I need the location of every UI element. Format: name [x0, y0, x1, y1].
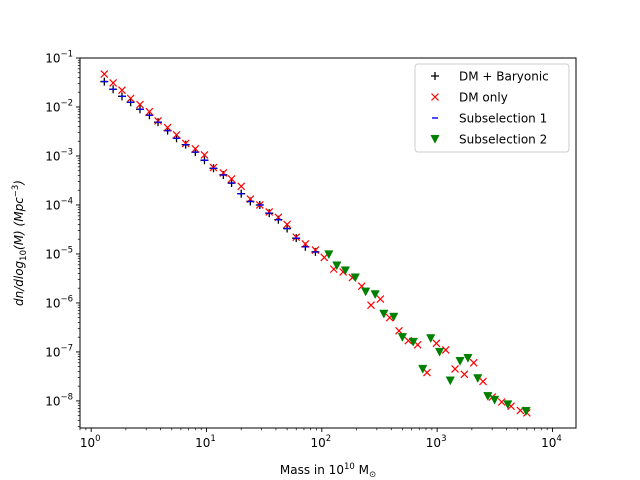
data-point [340, 266, 350, 276]
data-point [395, 326, 403, 335]
legend-label-dm-only: DM only [459, 91, 508, 105]
data-point [418, 364, 428, 374]
data-point [361, 287, 371, 297]
y-tick-label: 10−2 [45, 98, 73, 114]
data-point [350, 273, 360, 283]
data-point [100, 70, 109, 78]
data-point [237, 182, 246, 191]
x-tick-label: 102 [310, 434, 331, 450]
data-point [320, 253, 329, 262]
data-point [136, 100, 144, 109]
legend-box [414, 63, 570, 153]
data-point [503, 400, 513, 410]
y-tick-label: 10−5 [45, 245, 73, 261]
data-point [426, 334, 436, 344]
axis-ticks: 100 101 102 103 104 10−8 10−7 10−6 10−5 10−4 10−3 1… [45, 50, 562, 451]
data-point [209, 163, 218, 172]
plot-area [100, 70, 531, 417]
data-point [408, 337, 418, 347]
legend: DM + Baryonic DM only Subselection 1 Sub… [414, 63, 570, 153]
x-tick-label: 104 [541, 434, 562, 450]
data-point [460, 370, 469, 379]
data-point [479, 377, 487, 386]
data-point [200, 151, 209, 159]
data-point [118, 86, 126, 95]
y-tick-label: 10−1 [45, 50, 73, 66]
data-point [483, 392, 493, 401]
legend-label-subselection-2: Subselection 2 [459, 133, 547, 147]
legend-marker-3 [430, 134, 440, 144]
x-tick-label: 103 [426, 434, 447, 450]
y-tick-label: 10−4 [45, 196, 73, 212]
data-point [441, 345, 450, 354]
y-tick-label: 10−7 [45, 343, 73, 359]
y-tick-label: 10−3 [45, 147, 73, 163]
y-tick-label: 10−8 [45, 392, 73, 408]
data-point [367, 301, 375, 310]
legend-marker-1 [431, 93, 439, 101]
data-point [521, 407, 531, 416]
y-axis-label: dn/dlog10(M) (Mpc−3) [11, 180, 29, 306]
legend-label-subselection-1: Subselection 1 [459, 112, 547, 126]
data-point [292, 233, 301, 242]
data-point [324, 250, 334, 260]
legend-markers [430, 72, 440, 144]
data-point [332, 261, 342, 271]
data-point [463, 354, 473, 363]
x-tick-label: 101 [195, 434, 216, 450]
data-point [397, 333, 408, 342]
data-point [227, 175, 236, 183]
data-point [145, 107, 154, 116]
data-point [181, 139, 190, 148]
data-point [455, 357, 465, 366]
data-point [370, 290, 380, 300]
y-tick-label: 10−6 [45, 294, 73, 310]
series-3 [324, 250, 531, 416]
data-point [423, 368, 431, 377]
data-point [451, 364, 459, 373]
data-point [109, 78, 118, 87]
data-point [191, 144, 200, 153]
data-point [445, 376, 455, 386]
data-point [469, 358, 478, 367]
legend-marker-0 [431, 72, 439, 80]
data-point [432, 339, 441, 348]
series-2 [101, 80, 319, 253]
data-point [489, 395, 500, 405]
data-point [126, 94, 135, 103]
data-point [265, 208, 274, 216]
legend-label-dm-baryonic: DM + Baryonic [459, 70, 549, 84]
x-tick-label: 100 [80, 434, 101, 450]
data-point [389, 312, 399, 322]
data-point [172, 130, 181, 139]
axes-frame [79, 57, 577, 429]
data-point [154, 116, 162, 125]
data-point [376, 295, 385, 303]
x-axis-label: Mass in 1010 M⊙ [280, 462, 376, 480]
data-point [497, 398, 506, 406]
data-point [434, 347, 445, 357]
data-point [473, 374, 483, 384]
data-point [379, 309, 389, 319]
data-point [283, 220, 292, 229]
